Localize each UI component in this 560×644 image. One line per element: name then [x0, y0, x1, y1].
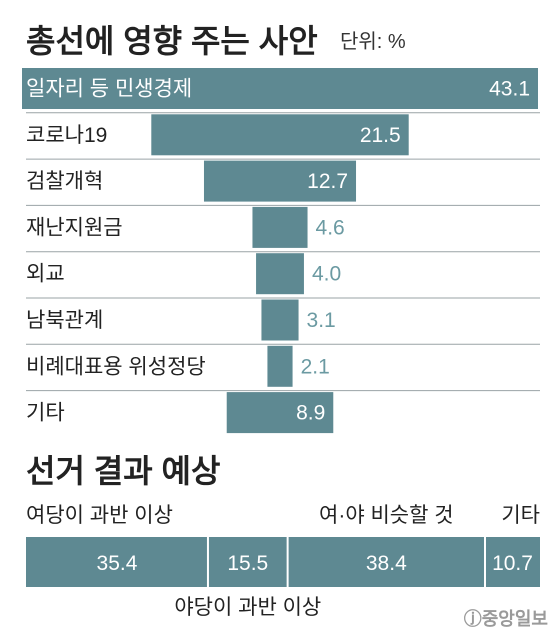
chart1-bars: 일자리 등 민생경제 43.1 코로나19 21.5 검찰개혁 12.7 재난지원금 4.6 외… — [22, 68, 540, 434]
bar — [203, 160, 357, 202]
segment-value: 38.4 — [366, 552, 407, 575]
bar — [22, 68, 538, 109]
value-label: 4.0 — [312, 263, 341, 286]
category-label: 일자리 등 민생경제 — [26, 78, 192, 101]
segment — [485, 537, 540, 587]
credit-logo: ⓙ중앙일보 — [464, 608, 548, 629]
category-label: 기타 — [26, 402, 65, 425]
bar — [261, 299, 299, 341]
bar — [226, 392, 334, 434]
segment-label: 여당이 과반 이상 — [26, 504, 173, 527]
segment — [287, 537, 486, 587]
value-label: 8.9 — [296, 402, 325, 425]
bar — [256, 253, 304, 295]
value-label: 43.1 — [489, 78, 530, 101]
bar — [151, 114, 409, 156]
bar — [252, 206, 308, 248]
category-label: 코로나19 — [26, 124, 107, 147]
category-label: 검찰개혁 — [26, 170, 103, 193]
segment-value: 15.5 — [227, 552, 268, 575]
category-label: 재난지원금 — [26, 216, 123, 239]
segment — [26, 537, 208, 587]
category-label: 외교 — [26, 263, 65, 286]
value-label: 3.1 — [307, 309, 336, 332]
category-label: 비례대표용 위성정당 — [26, 355, 206, 378]
segment-label: 야당이 과반 이상 — [174, 596, 321, 619]
chart1-title: 총선에 영향 주는 사안 — [26, 23, 318, 59]
segment-value: 10.7 — [492, 552, 533, 575]
value-label: 12.7 — [307, 170, 348, 193]
value-label: 2.1 — [301, 355, 330, 378]
segment-label: 기타 — [501, 504, 540, 527]
category-label: 남북관계 — [26, 309, 103, 332]
segment-label: 여·야 비슷할 것 — [319, 504, 454, 527]
value-label: 21.5 — [360, 124, 401, 147]
segment — [207, 537, 288, 587]
chart2-stacked-bar: 35.4 여당이 과반 이상 15.5 야당이 과반 이상 38.4 여·야 비슷할 것 1… — [26, 504, 540, 619]
bar — [267, 345, 293, 387]
chart2-title: 선거 결과 예상 — [26, 453, 220, 489]
segment-value: 35.4 — [97, 552, 138, 575]
value-label: 4.6 — [316, 216, 345, 239]
unit-label: 단위: % — [340, 30, 406, 53]
